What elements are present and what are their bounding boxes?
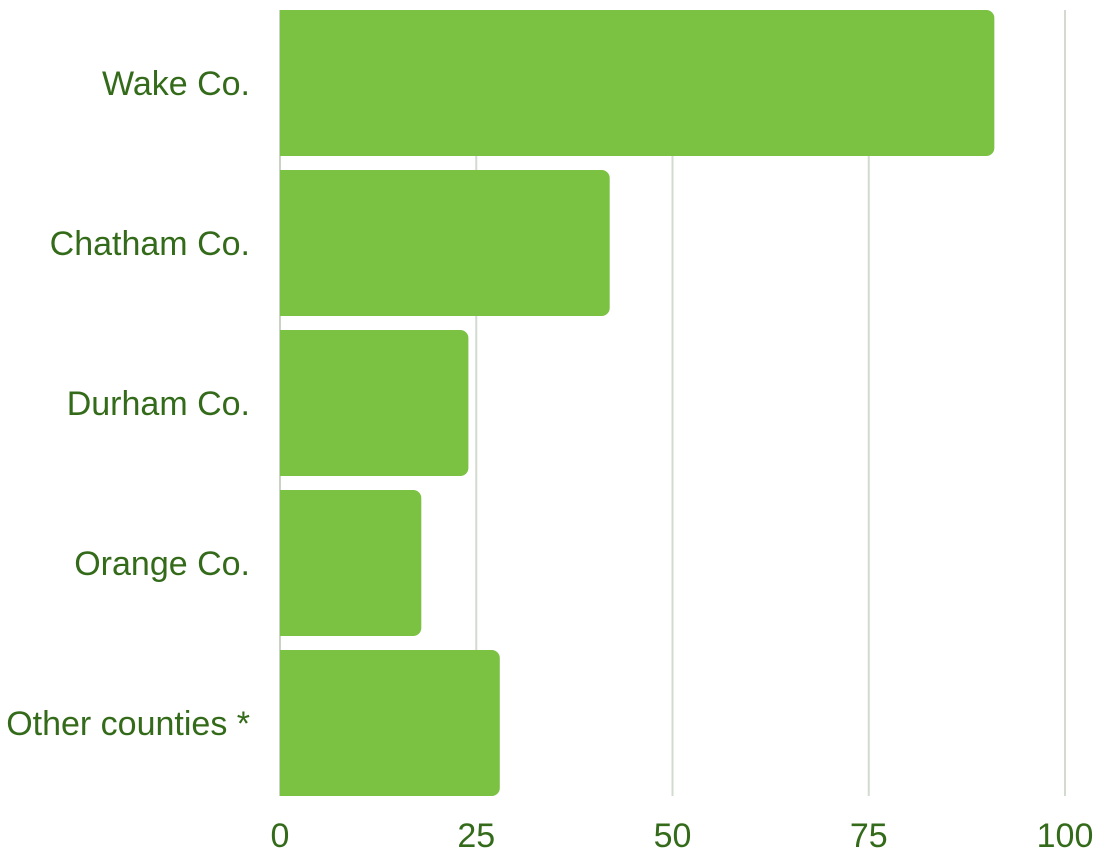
bars [280, 10, 995, 796]
bar-left-edge [280, 330, 290, 476]
bar-left-edge [280, 170, 290, 316]
bar [280, 170, 610, 316]
bar [280, 490, 422, 636]
bar [280, 330, 469, 476]
category-labels: Wake Co. Chatham Co. Durham Co. Orange Co. O… [6, 65, 250, 743]
x-tick-label: 50 [654, 817, 692, 855]
bar [280, 10, 995, 156]
bar-left-edge [280, 490, 290, 636]
x-tick-label: 0 [271, 817, 290, 855]
x-tick-labels: 0 25 50 75 100 [271, 817, 1094, 855]
category-label: Durham Co. [67, 385, 250, 423]
bar-left-edge [280, 650, 290, 796]
category-label: Orange Co. [74, 545, 250, 583]
bar-left-edge [280, 10, 290, 156]
category-label: Other counties * [6, 705, 250, 743]
x-tick-label: 75 [850, 817, 888, 855]
category-label: Wake Co. [102, 65, 250, 103]
x-tick-label: 25 [457, 817, 495, 855]
category-label: Chatham Co. [50, 225, 250, 263]
bar [280, 650, 500, 796]
x-tick-label: 100 [1037, 817, 1094, 855]
